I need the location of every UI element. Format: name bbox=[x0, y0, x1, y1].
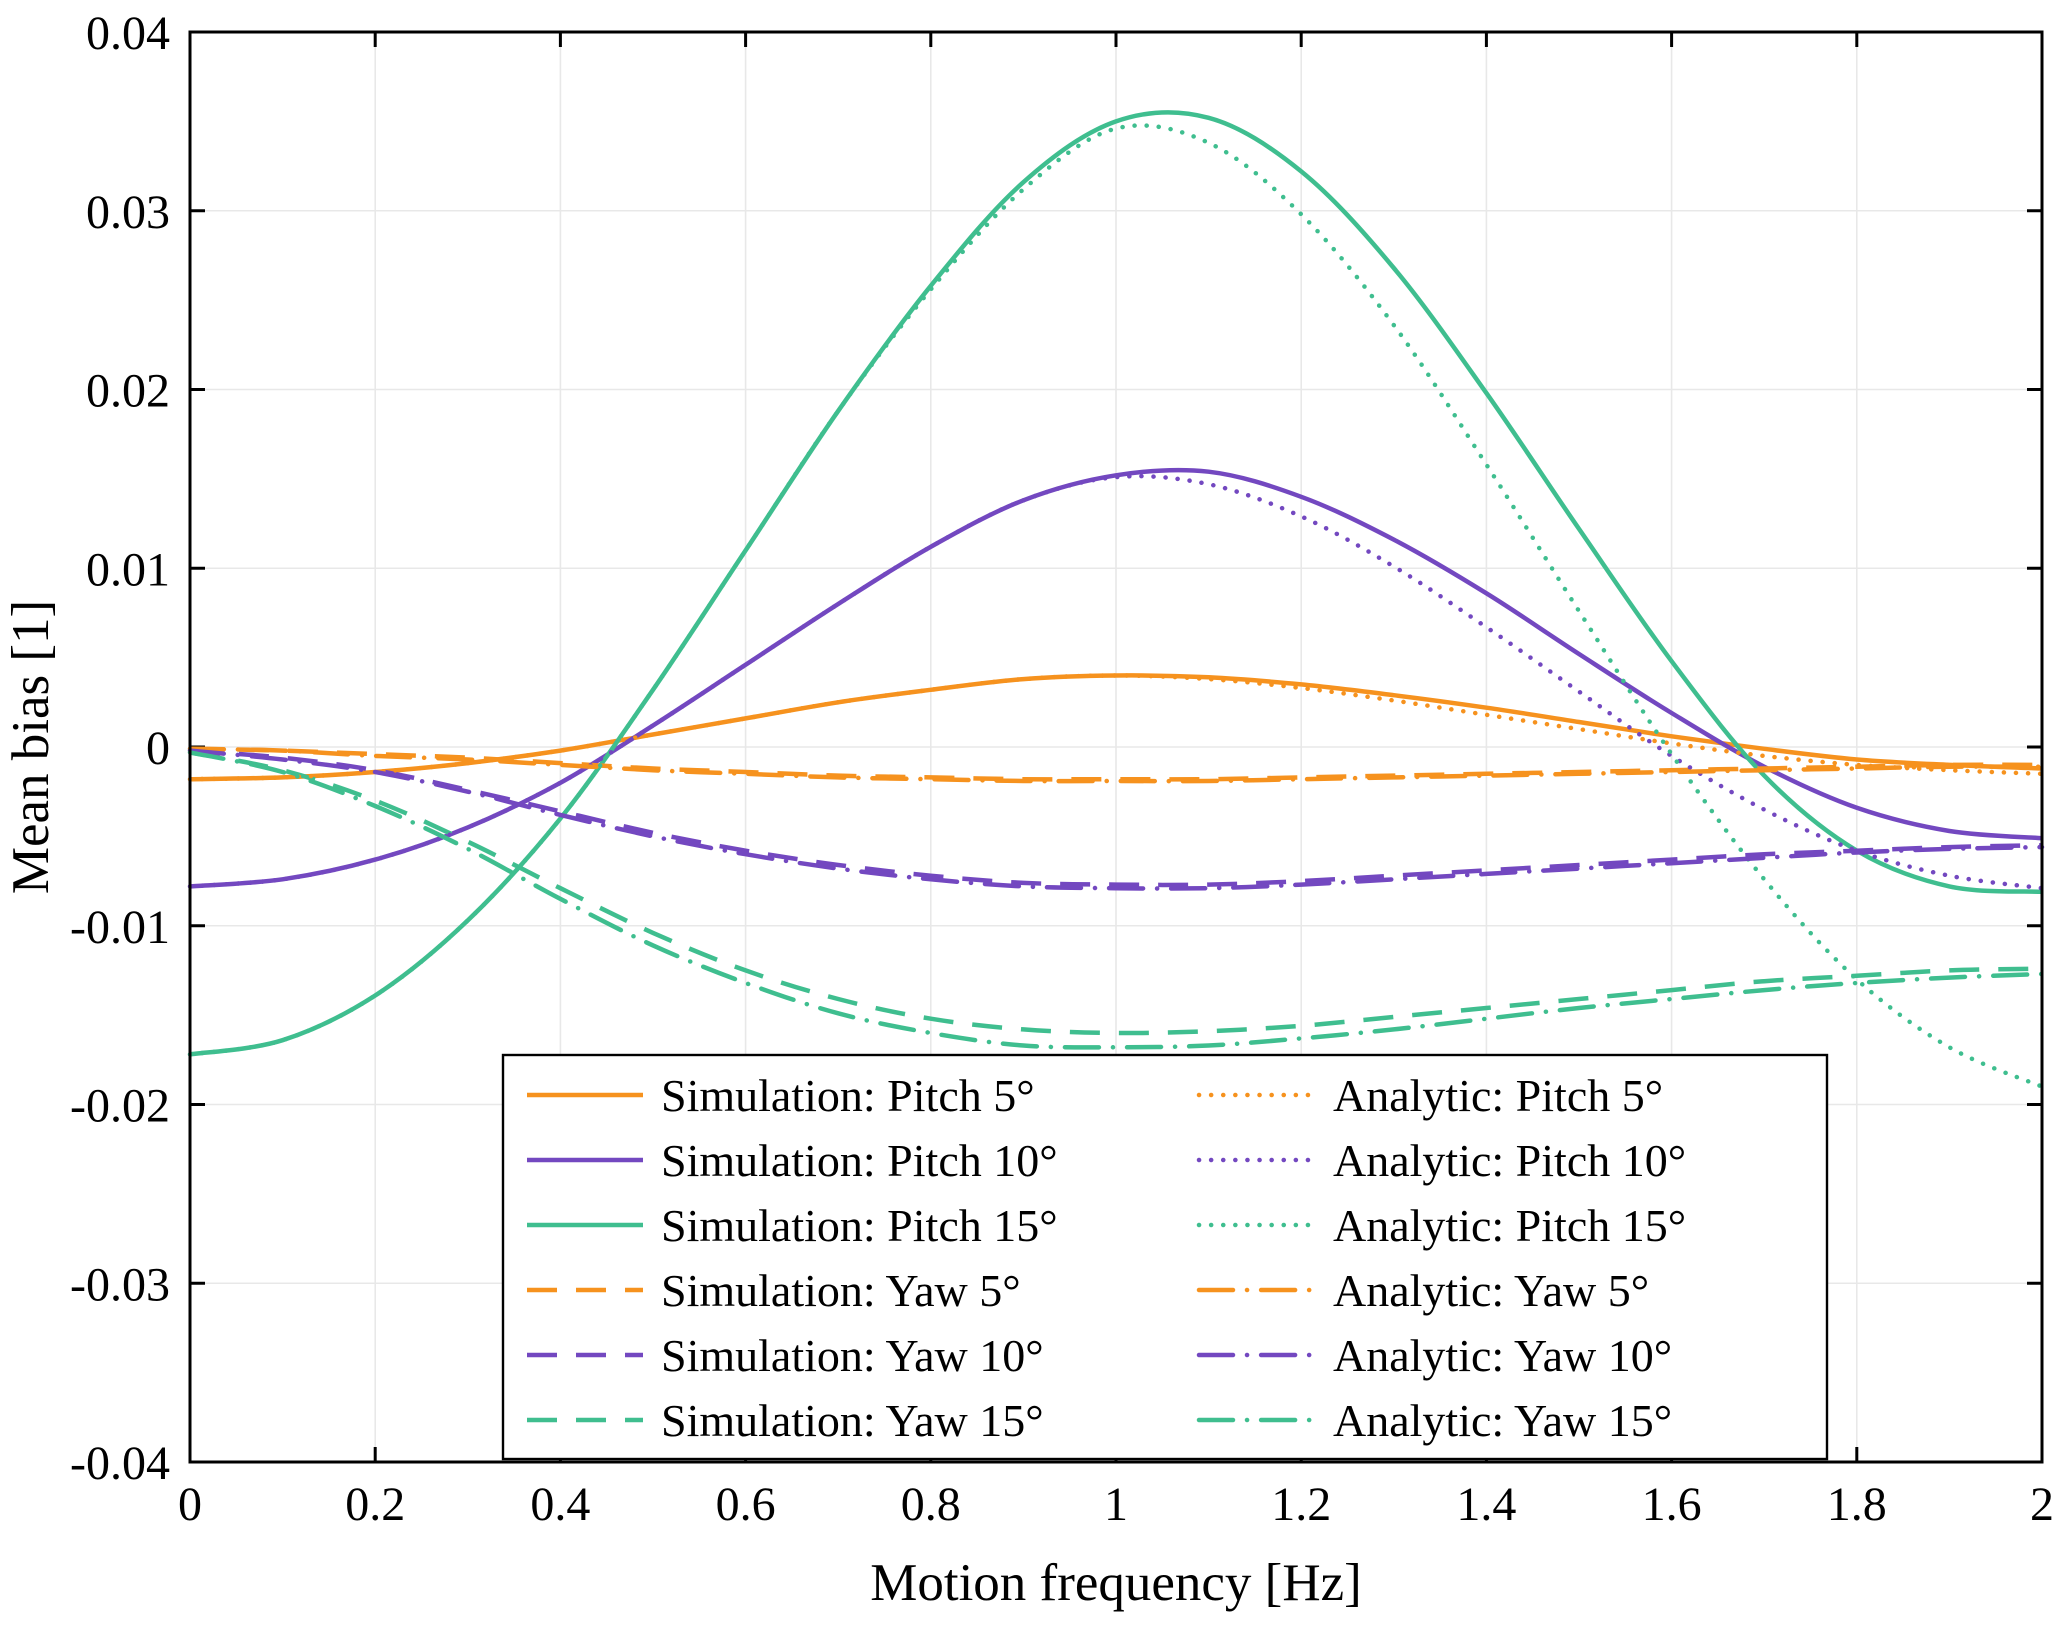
legend-entry-label: Simulation: Yaw 15° bbox=[661, 1395, 1044, 1446]
series-analytic-pitch-10 bbox=[187, 473, 2045, 891]
legend-entry-simulation-pitch-10: Simulation: Pitch 10° bbox=[527, 1135, 1058, 1186]
legend-entry-analytic-pitch-5: Analytic: Pitch 5° bbox=[1196, 1070, 1663, 1121]
legend-entry-simulation-yaw-5: Simulation: Yaw 5° bbox=[527, 1265, 1021, 1316]
x-tick-label: 2 bbox=[2030, 1478, 2054, 1531]
legend-entry-label: Analytic: Yaw 5° bbox=[1333, 1265, 1649, 1316]
legend-entry-label: Analytic: Yaw 15° bbox=[1333, 1395, 1672, 1446]
y-tick-label: 0.01 bbox=[86, 543, 170, 596]
x-tick-label: 0.4 bbox=[530, 1478, 590, 1531]
series-analytic-yaw-10 bbox=[187, 748, 2045, 891]
legend-entry-simulation-yaw-15: Simulation: Yaw 15° bbox=[527, 1395, 1044, 1446]
legend-entry-label: Analytic: Yaw 10° bbox=[1333, 1330, 1672, 1381]
data-series bbox=[187, 110, 2045, 1089]
x-tick-label: 0.8 bbox=[901, 1478, 961, 1531]
tick-labels: 0 0.2 0.4 0.6 0.8 1 1.2 1.4 1.6 1.8 2 -0.04 -0.03 -0.… bbox=[70, 7, 2054, 1531]
legend-entry-label: Analytic: Pitch 5° bbox=[1333, 1070, 1663, 1121]
y-tick-label: -0.03 bbox=[70, 1258, 170, 1311]
y-tick-label: -0.01 bbox=[70, 901, 170, 954]
legend: Simulation: Pitch 5° Simulation: Pitch 10… bbox=[501, 1053, 1829, 1461]
x-tick-label: 1.2 bbox=[1271, 1478, 1331, 1531]
legend-entry-label: Simulation: Pitch 5° bbox=[661, 1070, 1035, 1121]
x-tick-label: 0 bbox=[178, 1478, 202, 1531]
y-tick-label: 0.03 bbox=[86, 186, 170, 239]
series-simulation-yaw-15 bbox=[189, 750, 2043, 1036]
x-tick-label: 1.4 bbox=[1456, 1478, 1516, 1531]
y-tick-label: 0 bbox=[146, 722, 170, 775]
legend-entry-simulation-pitch-5: Simulation: Pitch 5° bbox=[527, 1070, 1035, 1121]
legend-entry-label: Simulation: Pitch 15° bbox=[661, 1200, 1058, 1251]
legend-entry-simulation-yaw-10: Simulation: Yaw 10° bbox=[527, 1330, 1044, 1381]
x-tick-label: 0.6 bbox=[716, 1478, 776, 1531]
x-tick-label: 1.8 bbox=[1827, 1478, 1887, 1531]
y-tick-label: 0.02 bbox=[86, 365, 170, 418]
legend-entry-label: Simulation: Pitch 10° bbox=[661, 1135, 1058, 1186]
legend-entry-label: Analytic: Pitch 10° bbox=[1333, 1135, 1686, 1186]
legend-entry-analytic-pitch-15: Analytic: Pitch 15° bbox=[1196, 1200, 1686, 1251]
legend-entry-label: Simulation: Yaw 10° bbox=[661, 1330, 1044, 1381]
legend-entry-simulation-pitch-15: Simulation: Pitch 15° bbox=[527, 1200, 1058, 1251]
legend-entry-analytic-yaw-10: Analytic: Yaw 10° bbox=[1196, 1330, 1672, 1381]
series-simulation-yaw-10 bbox=[189, 748, 2043, 888]
axes-box-layer bbox=[188, 30, 2044, 1464]
series-simulation-pitch-15 bbox=[189, 110, 2043, 1057]
series-analytic-pitch-15 bbox=[187, 123, 2045, 1089]
legend-entry-label: Analytic: Pitch 15° bbox=[1333, 1200, 1686, 1251]
legend-entry-analytic-yaw-15: Analytic: Yaw 15° bbox=[1196, 1395, 1672, 1446]
legend-entry-analytic-yaw-5: Analytic: Yaw 5° bbox=[1196, 1265, 1649, 1316]
x-axis-label: Motion frequency [Hz] bbox=[870, 1554, 1362, 1612]
x-tick-label: 0.2 bbox=[345, 1478, 405, 1531]
y-tick-label: -0.04 bbox=[70, 1437, 170, 1490]
x-tick-label: 1.6 bbox=[1642, 1478, 1702, 1531]
y-tick-label: 0.04 bbox=[86, 7, 170, 60]
y-tick-label: -0.02 bbox=[70, 1080, 170, 1133]
legend-entry-label: Simulation: Yaw 5° bbox=[661, 1265, 1021, 1316]
legend-box bbox=[501, 1053, 1829, 1461]
series-simulation-yaw-5 bbox=[189, 746, 2043, 782]
series-analytic-yaw-15 bbox=[187, 750, 2045, 1050]
y-axis-label: Mean bias [1] bbox=[2, 600, 60, 894]
axes-box bbox=[188, 30, 2044, 1464]
series-analytic-pitch-5 bbox=[187, 673, 2045, 782]
x-tick-label: 1 bbox=[1104, 1478, 1128, 1531]
legend-entry-analytic-pitch-10: Analytic: Pitch 10° bbox=[1196, 1135, 1686, 1186]
